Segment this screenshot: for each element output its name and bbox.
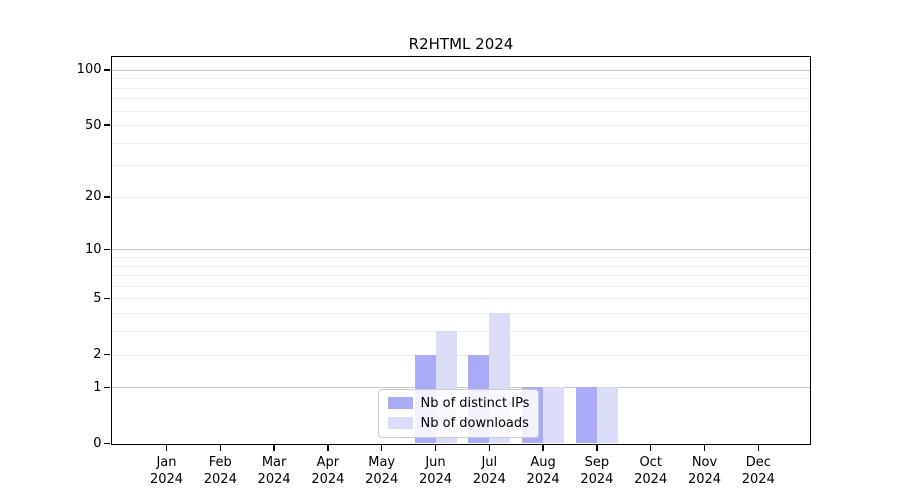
x-tick-label: May 2024 — [365, 454, 399, 487]
x-tick — [757, 445, 760, 451]
x-tick-label: Oct 2024 — [634, 454, 668, 487]
minor-gridline — [111, 257, 810, 259]
x-tick — [273, 445, 275, 451]
minor-gridline — [111, 110, 810, 112]
y-tick-label: 0 — [93, 436, 102, 451]
minor-gridline — [111, 196, 810, 198]
major-gridline — [111, 249, 810, 251]
y-tick-label: 20 — [84, 189, 102, 205]
minor-gridline — [111, 265, 810, 267]
minor-gridline — [111, 87, 810, 89]
legend-swatch — [387, 417, 413, 429]
y-tick-label: 1 — [93, 379, 102, 395]
y-tick — [104, 442, 110, 445]
x-tick — [542, 445, 544, 451]
x-tick — [327, 445, 329, 451]
x-tick-label: Sep 2024 — [580, 454, 614, 487]
y-tick — [104, 353, 110, 356]
x-tick-label: Jun 2024 — [418, 454, 453, 487]
x-tick-label: Mar 2024 — [257, 454, 291, 487]
x-tick — [434, 445, 437, 451]
legend-label: Nb of distinct IPs — [420, 395, 530, 411]
x-tick — [488, 445, 491, 451]
legend-entry: Nb of distinct IPs — [387, 395, 530, 411]
x-tick — [703, 445, 706, 451]
y-tick-label: 2 — [93, 347, 102, 363]
legend-swatch — [387, 397, 413, 409]
minor-gridline — [111, 298, 810, 300]
major-gridline — [111, 69, 810, 71]
y-tick — [104, 196, 110, 198]
minor-gridline — [111, 142, 810, 144]
y-tick — [104, 297, 110, 300]
x-tick — [596, 445, 598, 451]
minor-gridline — [111, 354, 810, 356]
x-tick — [219, 445, 222, 451]
x-tick-label: Feb 2024 — [203, 454, 237, 487]
axis-layer: 0 1 2 5 10 20 50 100 Jan 2024 Feb 2024 Mar 2024 Apr… — [77, 57, 810, 486]
minor-gridline — [111, 78, 810, 80]
minor-gridline — [111, 165, 810, 167]
bar-ips-sep — [575, 387, 597, 444]
y-tick — [104, 124, 110, 126]
x-tick — [165, 445, 168, 451]
legend: Nb of distinct IPs Nb of downloads — [377, 388, 540, 438]
minor-gridline — [111, 285, 810, 287]
y-tick-label: 100 — [76, 62, 102, 78]
grid-layer — [111, 57, 810, 444]
minor-gridline — [111, 275, 810, 277]
bar-downloads-aug — [543, 387, 565, 444]
y-tick-label: 50 — [84, 117, 102, 133]
legend-entry: Nb of downloads — [387, 415, 530, 431]
minor-gridline — [111, 313, 810, 315]
x-tick-label: Dec 2024 — [741, 454, 775, 487]
bar-downloads-sep — [596, 387, 618, 444]
y-tick — [104, 386, 110, 389]
x-tick-label: Jul 2024 — [472, 454, 506, 487]
x-tick-label: Jan 2024 — [149, 454, 184, 487]
y-tick — [104, 69, 110, 71]
minor-gridline — [111, 98, 810, 100]
y-tick-label: 5 — [93, 290, 102, 306]
major-gridline — [111, 387, 810, 389]
x-tick — [380, 445, 383, 451]
legend-label: Nb of downloads — [420, 415, 529, 431]
y-tick-label: 10 — [84, 241, 102, 257]
x-tick-label: Nov 2024 — [687, 454, 722, 487]
x-tick — [649, 445, 652, 451]
y-tick — [104, 248, 110, 251]
chart-title: R2HTML 2024 — [408, 35, 514, 53]
plot-area: 0 1 2 5 10 20 50 100 Jan 2024 Feb 2024 Mar 2024 Apr… — [77, 55, 811, 487]
x-tick-label: Apr 2024 — [311, 454, 345, 487]
minor-gridline — [111, 125, 810, 127]
minor-gridline — [111, 331, 810, 333]
x-tick-label: Aug 2024 — [526, 454, 560, 487]
